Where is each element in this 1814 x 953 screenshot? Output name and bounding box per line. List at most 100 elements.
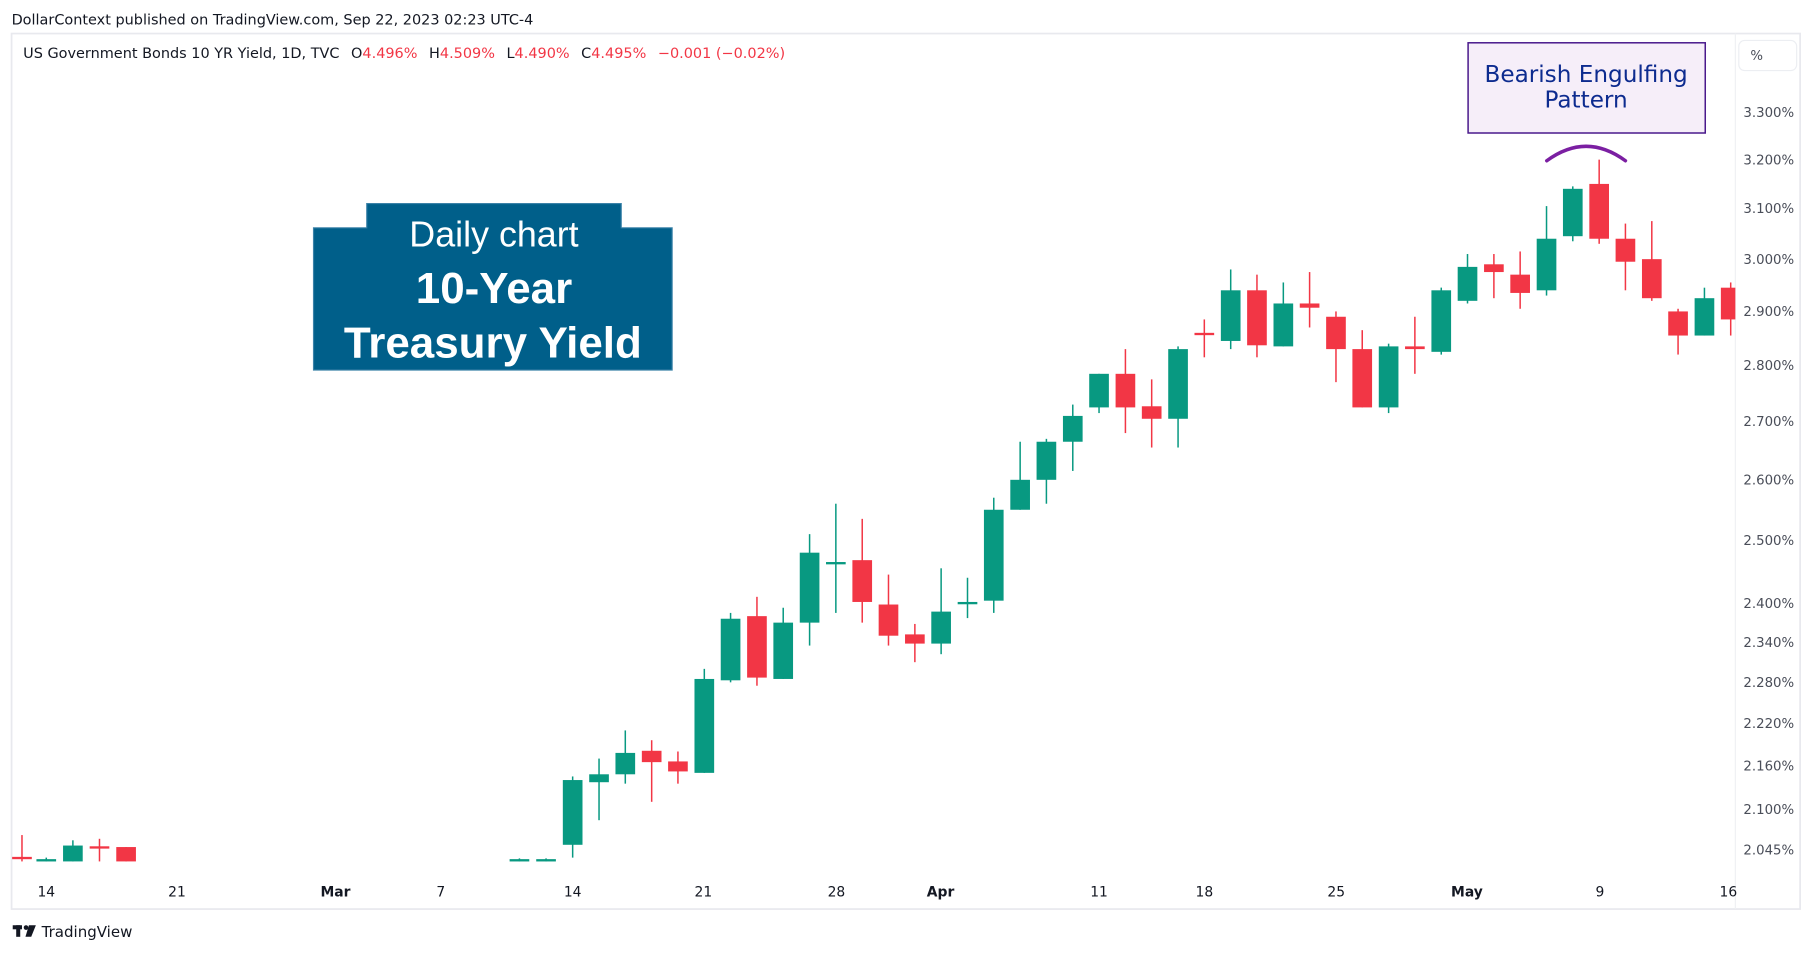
candle[interactable] bbox=[12, 835, 32, 862]
candle[interactable] bbox=[562, 776, 583, 858]
svg-text:%: % bbox=[1750, 49, 1763, 64]
time-tick: Apr bbox=[927, 884, 955, 900]
candle[interactable] bbox=[1062, 404, 1083, 471]
candle[interactable] bbox=[116, 847, 136, 862]
candle[interactable] bbox=[1536, 206, 1557, 296]
price-tick: 3.000% bbox=[1743, 253, 1794, 268]
candle[interactable] bbox=[1562, 186, 1583, 242]
candle[interactable] bbox=[641, 740, 662, 802]
candle[interactable] bbox=[957, 577, 978, 619]
price-axis[interactable]: 3.300% 3.200% 3.100% 3.000% 2.900% 2.800% 2.70… bbox=[1743, 106, 1794, 859]
candle[interactable] bbox=[1589, 159, 1609, 244]
price-tick: 2.045% bbox=[1743, 844, 1794, 859]
legend: US Government Bonds 10 YR Yield, 1D, TVC… bbox=[23, 46, 785, 62]
candle[interactable] bbox=[878, 574, 899, 646]
candle[interactable] bbox=[1036, 438, 1057, 504]
candle[interactable] bbox=[1641, 221, 1662, 301]
candle[interactable] bbox=[905, 623, 925, 663]
price-tick: 2.900% bbox=[1743, 305, 1794, 320]
legend-open: 4.496% bbox=[362, 46, 417, 62]
time-tick: 14 bbox=[564, 884, 582, 900]
candle[interactable] bbox=[536, 858, 556, 862]
time-tick: 28 bbox=[828, 884, 846, 900]
candle[interactable] bbox=[668, 751, 688, 784]
price-tick: 3.300% bbox=[1743, 106, 1794, 121]
pattern-arc bbox=[1545, 144, 1628, 163]
price-tick: 2.800% bbox=[1743, 359, 1794, 374]
candle[interactable] bbox=[1431, 287, 1452, 355]
candle[interactable] bbox=[1299, 272, 1320, 328]
candles bbox=[12, 159, 1736, 862]
svg-text:TradingView: TradingView bbox=[41, 923, 133, 941]
price-tick: 2.340% bbox=[1743, 636, 1794, 651]
candle[interactable] bbox=[1194, 319, 1215, 358]
price-tick: 2.100% bbox=[1743, 803, 1794, 818]
candle[interactable] bbox=[1273, 282, 1294, 347]
publisher-line: DollarContext published on TradingView.c… bbox=[12, 12, 534, 28]
time-axis[interactable]: 14 21 Mar 7 14 21 28 Apr 11 18 25 May 9 16 bbox=[37, 884, 1737, 900]
legend-close: 4.495% bbox=[591, 46, 646, 62]
candle[interactable] bbox=[1694, 287, 1715, 336]
time-tick: May bbox=[1451, 884, 1483, 900]
price-tick: 2.600% bbox=[1743, 473, 1794, 488]
title-line-3: Treasury Yield bbox=[344, 318, 642, 367]
candle[interactable] bbox=[1457, 254, 1478, 304]
candle[interactable] bbox=[615, 730, 636, 784]
candle[interactable] bbox=[1378, 343, 1399, 414]
time-tick: 7 bbox=[436, 884, 445, 900]
title-box: Daily chart 10-Year Treasury Yield bbox=[312, 202, 673, 371]
candle[interactable] bbox=[1510, 251, 1530, 309]
candle[interactable] bbox=[1326, 311, 1346, 383]
candle[interactable] bbox=[694, 668, 715, 773]
candle[interactable] bbox=[747, 596, 767, 686]
time-tick: 14 bbox=[37, 884, 55, 900]
candle[interactable] bbox=[1352, 330, 1373, 408]
price-tick: 3.100% bbox=[1743, 202, 1794, 217]
pattern-annotation[interactable]: Bearish Engulfing Pattern bbox=[1467, 42, 1707, 134]
price-tick: 2.160% bbox=[1743, 759, 1794, 774]
candle[interactable] bbox=[1484, 254, 1504, 299]
candle[interactable] bbox=[1615, 223, 1636, 291]
candle[interactable] bbox=[509, 858, 530, 862]
time-tick: 16 bbox=[1720, 884, 1738, 900]
candle[interactable] bbox=[1168, 346, 1188, 448]
title-line-1: Daily chart bbox=[409, 214, 578, 254]
price-tick: 2.280% bbox=[1743, 676, 1794, 691]
candle[interactable] bbox=[773, 607, 794, 679]
candle[interactable] bbox=[63, 840, 83, 862]
time-tick: 25 bbox=[1327, 884, 1345, 900]
percent-scale-button[interactable]: % bbox=[1738, 39, 1798, 72]
legend-symbol: US Government Bonds 10 YR Yield, 1D, TVC bbox=[23, 46, 339, 62]
candle[interactable] bbox=[1141, 379, 1162, 448]
price-tick: 2.700% bbox=[1743, 415, 1794, 430]
candle[interactable] bbox=[1668, 308, 1688, 355]
candle[interactable] bbox=[826, 503, 846, 613]
price-tick: 3.200% bbox=[1743, 153, 1794, 168]
candle[interactable] bbox=[852, 518, 873, 623]
candle[interactable] bbox=[1405, 316, 1425, 374]
tradingview-logo[interactable]: TradingView bbox=[12, 923, 133, 941]
price-tick: 2.220% bbox=[1743, 717, 1794, 732]
legend-high: 4.509% bbox=[440, 46, 495, 62]
candle[interactable] bbox=[931, 568, 951, 655]
tradingview-logo-icon bbox=[12, 925, 36, 937]
candle[interactable] bbox=[1115, 349, 1136, 434]
chart-frame bbox=[10, 32, 1801, 910]
candle[interactable] bbox=[36, 857, 57, 862]
candle[interactable] bbox=[799, 534, 820, 646]
legend-low: 4.490% bbox=[515, 46, 570, 62]
candle[interactable] bbox=[1220, 269, 1241, 350]
candle[interactable] bbox=[1089, 373, 1109, 414]
candle[interactable] bbox=[720, 612, 741, 683]
price-tick: 2.500% bbox=[1743, 534, 1794, 549]
annotation-line-1: Bearish Engulfing bbox=[1484, 62, 1687, 88]
candle[interactable] bbox=[589, 758, 609, 821]
candle[interactable] bbox=[983, 497, 1004, 613]
candle[interactable] bbox=[1720, 282, 1736, 336]
candle[interactable] bbox=[89, 838, 110, 862]
price-tick: 2.400% bbox=[1743, 597, 1794, 612]
candle[interactable] bbox=[1010, 441, 1030, 510]
time-tick: 21 bbox=[168, 884, 186, 900]
candle[interactable] bbox=[1247, 274, 1267, 358]
